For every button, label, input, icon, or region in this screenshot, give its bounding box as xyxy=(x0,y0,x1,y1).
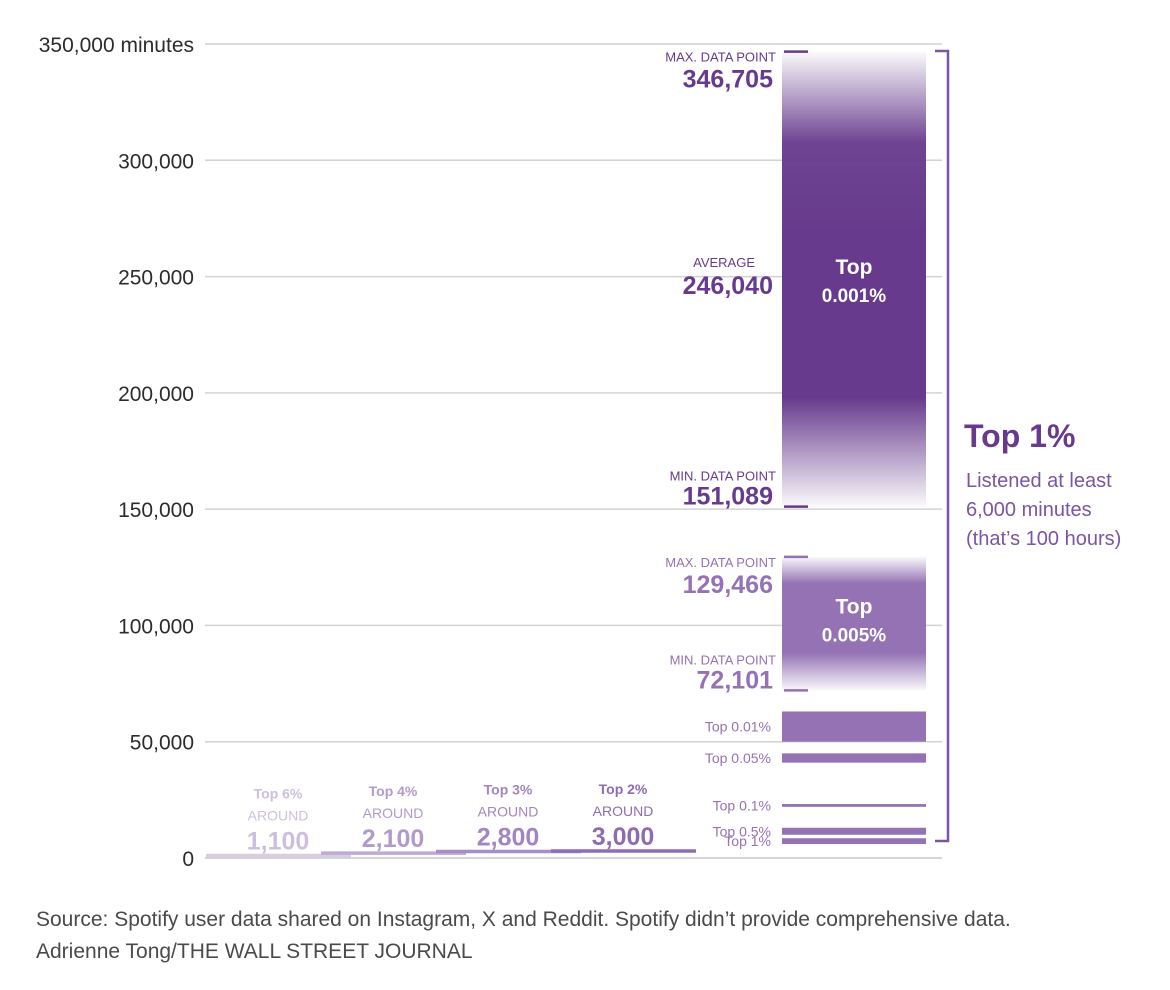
average-caption: AVERAGE xyxy=(693,255,755,270)
range-name-label: 0.005% xyxy=(822,626,887,647)
source-note: Source: Spotify user data shared on Inst… xyxy=(36,908,1011,931)
band-label: Top 0.01% xyxy=(705,719,771,735)
group-name-label: Top 2% xyxy=(599,781,648,797)
group-value-label: 3,000 xyxy=(592,823,655,851)
band-bar xyxy=(782,827,926,835)
band-label: Top 0.1% xyxy=(713,797,771,813)
y-tick-label: 200,000 xyxy=(118,383,194,406)
y-tick-label: 50,000 xyxy=(130,732,194,755)
min-value-label: 151,089 xyxy=(683,483,773,511)
range-bar xyxy=(782,556,926,691)
group-value-label: 1,100 xyxy=(247,827,310,855)
range-name-label: 0.001% xyxy=(822,286,887,307)
group-name-label: Top 4% xyxy=(369,783,418,799)
band-bar xyxy=(782,804,926,807)
max-value-label: 129,466 xyxy=(683,571,773,599)
credit-line: Adrienne Tong/THE WALL STREET JOURNAL xyxy=(36,940,473,963)
band-label: Top 1% xyxy=(724,833,771,849)
chart: 350,000 minutes 300,000 250,000 200,000 150,… xyxy=(39,34,1122,871)
range-name-label: Top xyxy=(836,596,873,619)
top1-bracket xyxy=(935,49,950,843)
y-tick-label: 100,000 xyxy=(118,615,194,638)
y-tick-label: 350,000 minutes xyxy=(39,34,194,57)
bracket-note-line: 6,000 minutes xyxy=(966,499,1092,521)
min-caption: MIN. DATA POINT xyxy=(670,469,776,484)
y-tick-label: 250,000 xyxy=(118,267,194,290)
bracket-note-line: Listened at least xyxy=(966,470,1112,492)
group-name-label: Top 6% xyxy=(254,785,303,801)
group-prefix-label: AROUND xyxy=(478,803,539,819)
min-value-label: 72,101 xyxy=(697,666,774,694)
band-bar xyxy=(782,711,926,742)
bracket-note-line: (that’s 100 hours) xyxy=(966,528,1121,550)
group-prefix-label: AROUND xyxy=(363,805,424,821)
max-caption: MAX. DATA POINT xyxy=(665,50,776,65)
y-tick-label: 150,000 xyxy=(118,499,194,522)
band-bar xyxy=(782,753,926,763)
band-label: Top 0.5% xyxy=(713,823,771,839)
average-value-label: 246,040 xyxy=(683,272,773,300)
range-name-label: Top xyxy=(836,256,873,279)
y-tick-label: 0 xyxy=(182,848,194,871)
group-value-label: 2,800 xyxy=(477,823,540,851)
band-label: Top 0.05% xyxy=(705,750,771,766)
bracket-title: Top 1% xyxy=(964,418,1075,454)
group-name-label: Top 3% xyxy=(484,781,533,797)
max-value-label: 346,705 xyxy=(683,66,773,94)
range-bar xyxy=(782,51,926,507)
max-caption: MAX. DATA POINT xyxy=(665,555,776,570)
min-caption: MIN. DATA POINT xyxy=(670,652,776,667)
band-bar xyxy=(782,838,926,845)
y-tick-label: 300,000 xyxy=(118,150,194,173)
group-prefix-label: AROUND xyxy=(248,807,309,823)
group-value-label: 2,100 xyxy=(362,825,425,853)
group-prefix-label: AROUND xyxy=(593,803,654,819)
